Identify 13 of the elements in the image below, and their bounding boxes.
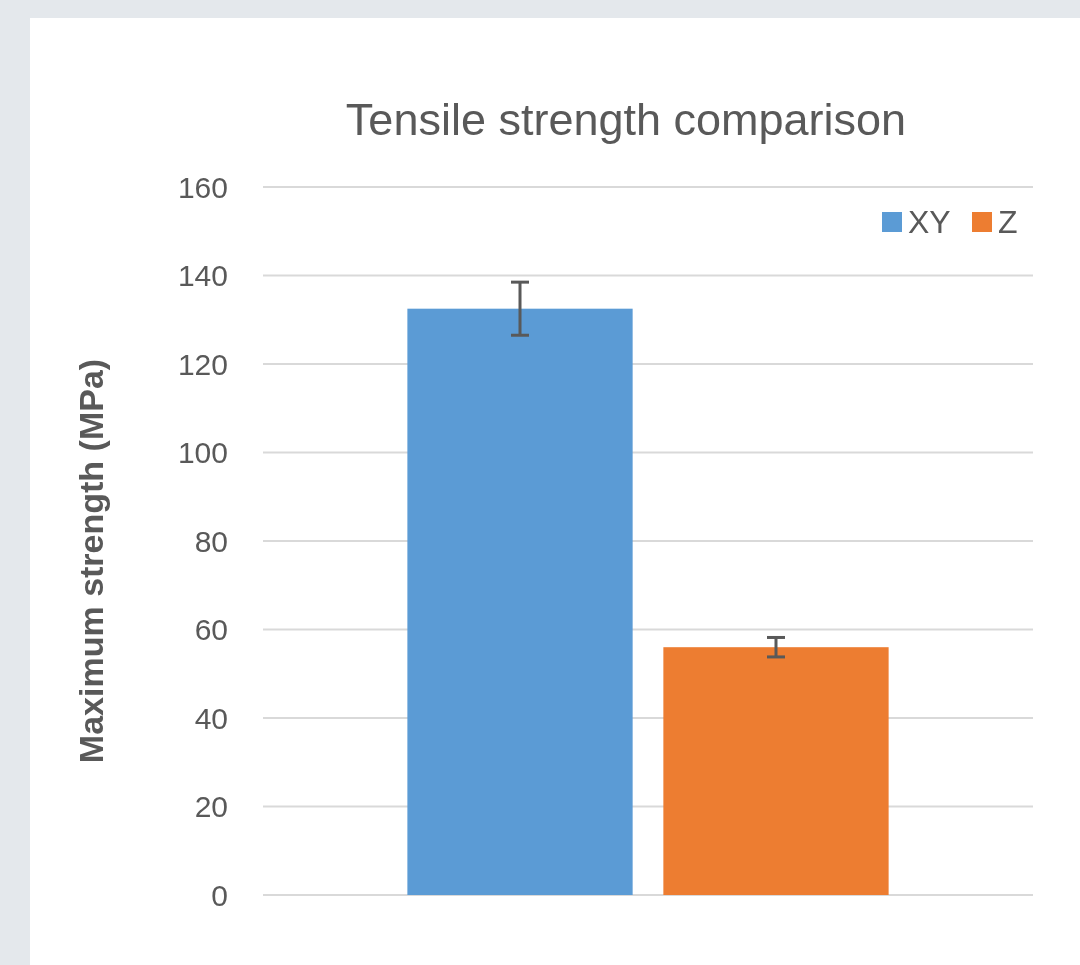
y-tick-label: 80	[194, 524, 228, 558]
y-tick-label: 160	[177, 170, 228, 204]
y-tick-label: 0	[211, 878, 228, 912]
y-tick-label: 20	[194, 790, 228, 823]
y-tick-label: 40	[194, 701, 228, 735]
y-tick-label: 100	[177, 436, 228, 469]
y-axis-title: Maximum strength (MPa)	[72, 358, 110, 764]
y-tick-label: 60	[194, 613, 228, 646]
legend-label: Z	[998, 204, 1018, 240]
y-tick-label: 140	[177, 259, 228, 292]
chart-title: Tensile strength comparison	[345, 94, 907, 145]
y-tick-label: 120	[177, 347, 228, 381]
legend-label: XY	[908, 204, 951, 240]
